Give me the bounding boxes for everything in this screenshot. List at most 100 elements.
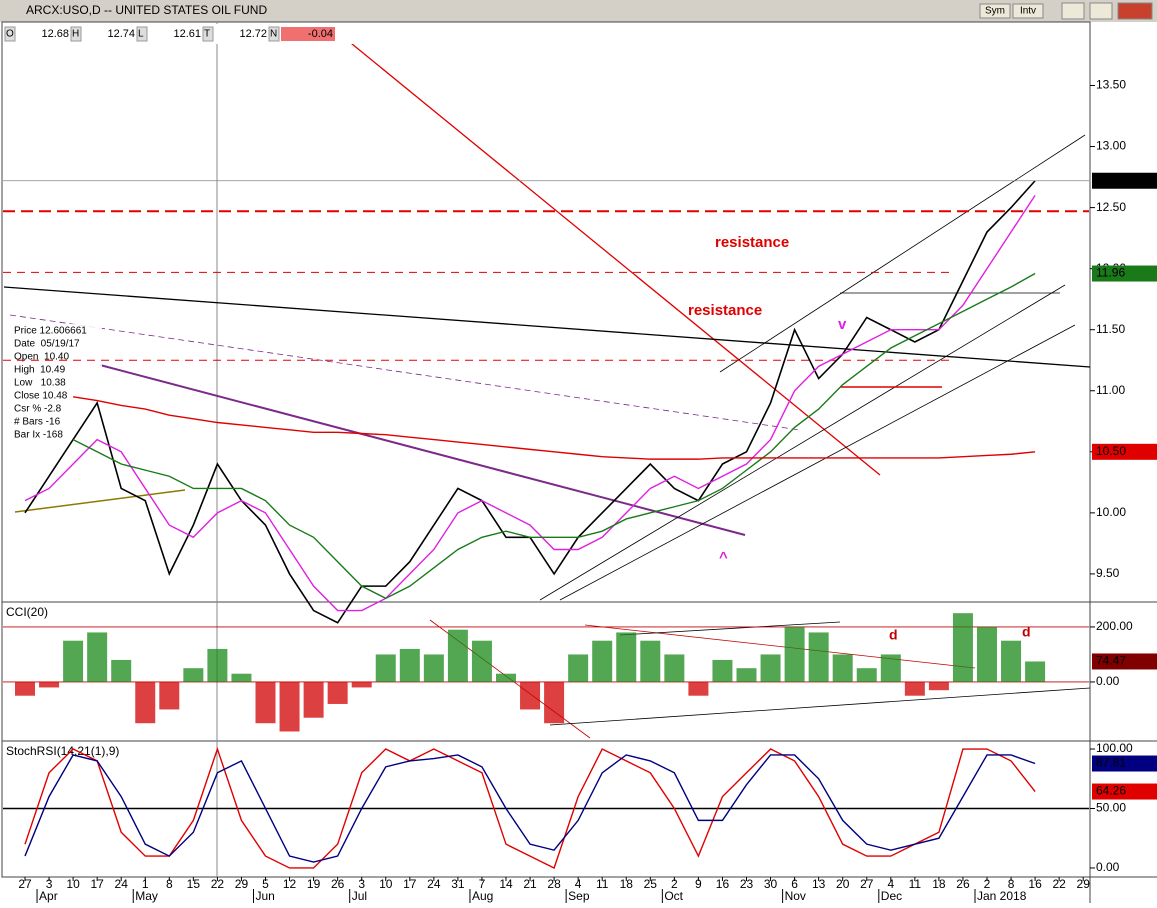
price-line	[24, 180, 1036, 624]
month-label: Aug	[472, 889, 493, 903]
cci-bar	[279, 681, 300, 732]
x-tick-label: 16	[1028, 877, 1042, 891]
minimize-button[interactable]	[1061, 2, 1085, 20]
x-tick-label: 30	[764, 877, 778, 891]
y-tick-label: 0.00	[1096, 674, 1120, 688]
quote-value: 12.72	[239, 28, 267, 40]
cci-bar	[15, 681, 35, 696]
x-tick-label: 11	[596, 877, 609, 891]
y-tick-label: 13.50	[1096, 78, 1126, 92]
x-tick-label: 14	[499, 877, 513, 891]
close-button[interactable]	[1117, 2, 1153, 20]
quote-change-bg	[281, 27, 335, 41]
cci-bar	[520, 681, 541, 710]
month-label: Jul	[352, 889, 367, 903]
x-tick-label: 5	[262, 877, 269, 891]
price-tag	[1092, 653, 1157, 670]
cci-bar	[183, 668, 204, 682]
annotation: d	[1022, 624, 1031, 640]
quote-key: H	[72, 29, 79, 40]
x-tick-label: 11	[909, 877, 922, 891]
sym-button[interactable]	[979, 3, 1011, 19]
y-tick-label: 11.50	[1096, 322, 1125, 336]
quote-key-box	[202, 26, 214, 42]
y-tick-label: 50.00	[1096, 801, 1126, 815]
cci-bar	[399, 648, 420, 682]
cci-bar	[231, 673, 252, 682]
cci-bar	[640, 640, 661, 682]
intv-button-label[interactable]: Intv	[1020, 6, 1036, 17]
y-tick-label: 10.00	[1096, 505, 1126, 519]
panel-title: StochRSI(14,21(1),9)	[6, 744, 119, 758]
price-tag-label: 87.81	[1096, 756, 1126, 770]
price-tag-label: 64.26	[1096, 784, 1126, 798]
price-tag-label: 11.96	[1096, 266, 1125, 280]
x-tick-label: 2	[671, 877, 678, 891]
x-tick-label: 17	[90, 877, 104, 891]
maximize-button[interactable]	[1089, 2, 1113, 20]
indicator-line	[24, 754, 1036, 863]
x-tick-label: 23	[740, 877, 754, 891]
month-label: Jun	[256, 889, 275, 903]
cursor-info-line: Open 10.40	[14, 352, 69, 363]
price-tag	[1092, 172, 1157, 189]
cci-bar	[880, 654, 901, 682]
cursor-info-line: Date 05/19/17	[14, 339, 80, 350]
cci-bar	[688, 681, 709, 696]
x-tick-label: 3	[46, 877, 53, 891]
y-tick-label: 200.00	[1096, 619, 1133, 633]
y-tick-label: 11.00	[1096, 383, 1125, 397]
x-tick-label: 4	[887, 877, 894, 891]
x-tick-label: 25	[644, 877, 658, 891]
indicator-line	[24, 746, 1036, 869]
cci-bar	[39, 681, 60, 688]
y-tick-label: 0.00	[1096, 860, 1120, 874]
cursor-info-line: Bar Ix -168	[14, 430, 63, 441]
panel-title: CCI(20)	[6, 605, 48, 619]
sym-button-label[interactable]: Sym	[985, 6, 1005, 17]
x-tick-label: 20	[836, 877, 850, 891]
x-tick-label: 9	[695, 877, 702, 891]
x-tick-label: 3	[358, 877, 365, 891]
window-title: ARCX:USO,D -- UNITED STATES OIL FUND	[26, 3, 267, 17]
trendlines	[3, 25, 1091, 739]
cci-bar	[87, 632, 108, 682]
x-tick-label: 26	[956, 877, 970, 891]
price-tag-label: 10.50	[1096, 444, 1126, 458]
intv-button[interactable]	[1012, 3, 1044, 19]
x-tick-label: 13	[812, 877, 826, 891]
cursor-info-line: Low 10.38	[14, 378, 66, 389]
annotation: d	[889, 627, 898, 643]
cci-bar	[952, 613, 973, 682]
x-tick-label: 21	[523, 877, 537, 891]
cci-bar	[63, 640, 84, 682]
cci-bar	[135, 681, 156, 724]
cci-bar	[928, 681, 949, 691]
cci-bar	[303, 681, 324, 718]
x-tick-label: 4	[575, 877, 582, 891]
annotation: ^	[719, 549, 728, 566]
month-label: May	[135, 889, 158, 903]
x-tick-label: 28	[547, 877, 561, 891]
quote-value: 12.61	[173, 28, 201, 40]
title-bar	[0, 0, 1157, 22]
cci-bar	[616, 632, 637, 682]
quote-value: 12.74	[107, 28, 135, 40]
quote-key-box	[70, 26, 82, 42]
cursor-info: Price 12.606661 Date 05/19/17 Open 10.40 Hi…	[10, 324, 102, 442]
cci-bar	[736, 668, 757, 682]
cursor-info-bg	[10, 324, 102, 442]
cci-bar	[664, 654, 685, 682]
x-tick-label: 17	[403, 877, 417, 891]
quote-value: -0.04	[308, 28, 333, 40]
indicator-line	[72, 272, 1036, 600]
quote-key: L	[138, 29, 144, 40]
x-tick-label: 22	[1052, 877, 1066, 891]
x-tick-label: 24	[115, 877, 129, 891]
quote-bar-bg	[3, 24, 1089, 44]
x-tick-label: 27	[860, 877, 874, 891]
cci-bar	[977, 626, 997, 682]
cci-bar	[447, 629, 468, 682]
cci-bar	[471, 640, 492, 682]
quote-key-box	[268, 26, 280, 42]
